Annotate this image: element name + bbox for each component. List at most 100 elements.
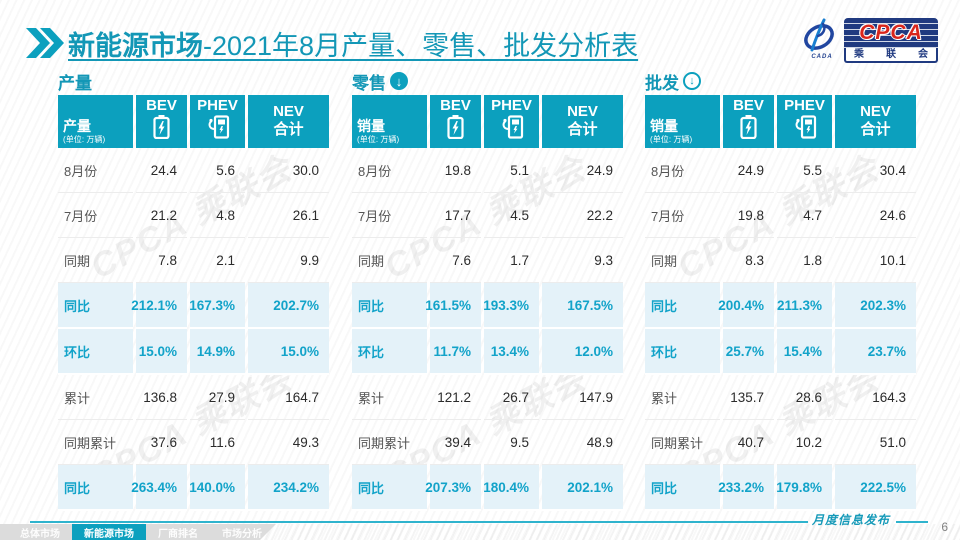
nev-label-line2: 合计 — [273, 121, 304, 138]
row-label: 环比 — [58, 329, 133, 375]
row-label: 累计 — [352, 375, 427, 420]
cada-logo-caption: CADA — [811, 54, 833, 60]
cell-value: 30.0 — [248, 148, 329, 193]
cell-value: 28.6 — [777, 375, 832, 420]
table-header-row: 销量 (单位: 万辆) BEV PHEV NEV 合计 — [352, 95, 623, 148]
logo-area: CADA CPCA 乘联会 — [800, 18, 938, 63]
cell-value: 8.3 — [723, 238, 774, 283]
cell-value: 167.3% — [189, 283, 245, 329]
cell-value: 7.8 — [136, 238, 187, 283]
nev-label-line1: NEV — [860, 102, 891, 120]
cell-value: 14.9% — [190, 329, 245, 375]
row-label: 环比 — [645, 329, 720, 375]
wholesale-table: 批发 ↓ 销量 (单位: 万辆) BEV PHEV NEV 合计 8月份 24.9 5.5 30.4 7… — [645, 70, 916, 511]
row-label: 同期 — [645, 238, 720, 283]
battery-icon — [740, 115, 757, 144]
cell-value: 9.9 — [248, 238, 329, 283]
cell-value: 222.5% — [835, 465, 916, 511]
section-title: 零售 — [352, 73, 386, 93]
charging-pump-icon — [206, 115, 230, 144]
battery-icon — [153, 115, 170, 144]
row-label: 累计 — [58, 375, 133, 420]
header-nev-cell: NEV 合计 — [835, 95, 916, 148]
row-label: 8月份 — [58, 148, 133, 193]
footer-tab-item[interactable]: 市场分析 — [222, 528, 262, 540]
production-table: 产量 产量 (单位: 万辆) BEV PHEV NEV 合计 8月份 24.4 5.6 30.0 7月… — [58, 70, 329, 511]
section-header: 产量 — [58, 70, 323, 93]
unit-label: (单位: 万辆) — [63, 133, 106, 144]
cell-value: 9.3 — [542, 238, 623, 283]
down-arrow-icon: ↓ — [390, 72, 408, 90]
cell-value: 27.9 — [190, 375, 245, 420]
publication-label: 月度信息发布 — [812, 513, 891, 527]
nev-label-line1: NEV — [567, 102, 598, 120]
cpca-logo-caption: 乘联会 — [844, 48, 938, 63]
cell-value: 48.9 — [542, 420, 623, 465]
footer-tab-item[interactable]: 总体市场 — [20, 528, 60, 540]
row-label: 同期 — [58, 238, 133, 283]
cell-value: 11.6 — [190, 420, 245, 465]
cell-value: 37.6 — [136, 420, 187, 465]
row-label: 同比 — [352, 283, 427, 329]
row-label: 同期 — [352, 238, 427, 283]
cell-value: 23.7% — [835, 329, 916, 375]
cell-value: 164.3 — [835, 375, 916, 420]
bev-label: BEV — [733, 97, 764, 114]
page-title-rest: -2021年8月产量、零售、批发分析表 — [203, 31, 639, 61]
header-bev-cell: BEV — [136, 95, 187, 148]
footer-tab-active[interactable]: 新能源市场 — [72, 524, 146, 540]
retail-table: 零售 ↓ 销量 (单位: 万辆) BEV PHEV NEV 合计 8月份 19.8 5.1 24.9 7… — [352, 70, 623, 511]
cada-logo-icon: CADA — [800, 18, 840, 60]
cell-value: 207.3% — [425, 465, 481, 511]
section-title: 批发 — [645, 73, 679, 93]
cell-value: 10.2 — [777, 420, 832, 465]
footer-tab-item[interactable]: 厂商排名 — [158, 528, 198, 540]
charging-pump-icon — [500, 115, 524, 144]
cell-value: 5.5 — [777, 148, 832, 193]
section-title: 产量 — [58, 73, 92, 93]
cell-value: 202.7% — [248, 283, 329, 329]
header-measure-cell: 销量 (单位: 万辆) — [645, 95, 720, 148]
cell-value: 26.1 — [248, 193, 329, 238]
cell-value: 164.7 — [248, 375, 329, 420]
table-body: 8月份 24.9 5.5 30.4 7月份 19.8 4.7 24.6 同期 8.3 1.8 10.1… — [645, 148, 916, 511]
cell-value: 140.0% — [189, 465, 245, 511]
row-label: 同比 — [58, 283, 133, 329]
footer-tabs: 总体市场 新能源市场 厂商排名 市场分析 — [0, 524, 276, 540]
cell-value: 4.5 — [484, 193, 539, 238]
cell-value: 180.4% — [483, 465, 539, 511]
bev-label: BEV — [440, 97, 471, 114]
row-label: 8月份 — [645, 148, 720, 193]
unit-label: (单位: 万辆) — [357, 133, 400, 144]
cell-value: 24.6 — [835, 193, 916, 238]
unit-label: (单位: 万辆) — [650, 133, 693, 144]
row-label: 同比 — [352, 465, 427, 511]
cell-value: 49.3 — [248, 420, 329, 465]
cell-value: 5.6 — [190, 148, 245, 193]
table-body: 8月份 24.4 5.6 30.0 7月份 21.2 4.8 26.1 同期 7.8 2.1 9.9 同… — [58, 148, 329, 511]
cell-value: 24.9 — [542, 148, 623, 193]
nev-label-line2: 合计 — [567, 121, 598, 138]
row-label: 同比 — [58, 465, 133, 511]
cell-value: 233.2% — [718, 465, 774, 511]
cell-value: 24.9 — [723, 148, 774, 193]
table-header-row: 销量 (单位: 万辆) BEV PHEV NEV 合计 — [645, 95, 916, 148]
row-label: 环比 — [352, 329, 427, 375]
cell-value: 135.7 — [723, 375, 774, 420]
cell-value: 15.4% — [777, 329, 832, 375]
cell-value: 17.7 — [430, 193, 481, 238]
row-label: 7月份 — [58, 193, 133, 238]
row-label: 同期累计 — [645, 420, 720, 465]
cell-value: 263.4% — [131, 465, 187, 511]
cell-value: 202.1% — [542, 465, 623, 511]
phev-label: PHEV — [197, 97, 238, 114]
section-header: 零售 ↓ — [352, 70, 617, 93]
measure-label: 销量 — [357, 118, 385, 135]
charging-pump-icon — [793, 115, 817, 144]
cell-value: 211.3% — [777, 283, 832, 329]
header-phev-cell: PHEV — [777, 95, 832, 148]
cell-value: 40.7 — [723, 420, 774, 465]
down-arrow-icon: ↓ — [683, 72, 701, 90]
double-chevron-right-icon — [26, 28, 64, 63]
cell-value: 19.8 — [723, 193, 774, 238]
